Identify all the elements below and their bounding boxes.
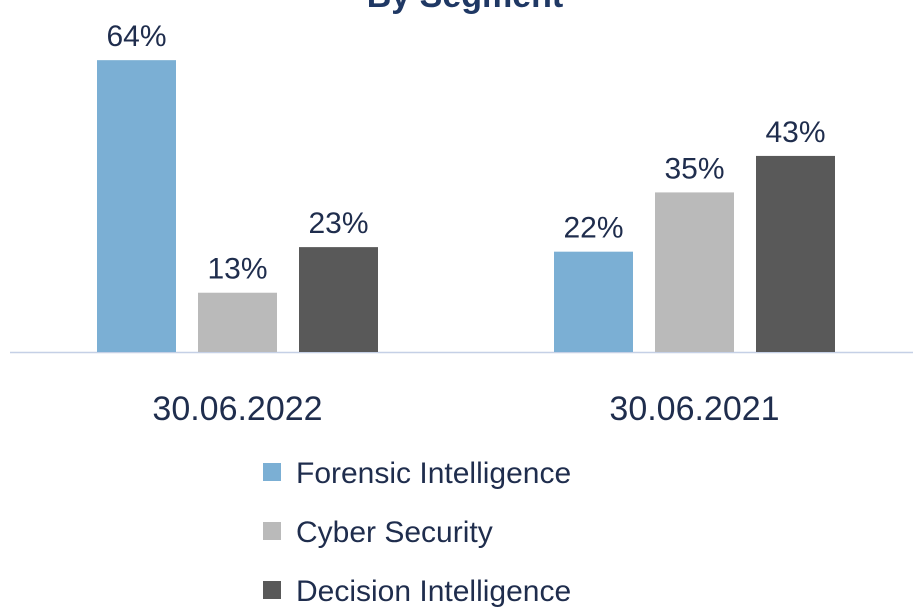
data-label: 13% xyxy=(207,253,267,286)
legend-label: Cyber Security xyxy=(296,516,493,549)
data-label: 23% xyxy=(308,207,368,240)
bar xyxy=(97,60,176,352)
data-label: 64% xyxy=(106,20,166,53)
legend-label: Forensic Intelligence xyxy=(296,457,571,490)
x-tick-label: 30.06.2022 xyxy=(152,390,322,428)
x-tick-label: 30.06.2021 xyxy=(609,390,779,428)
legend-swatch xyxy=(263,581,281,599)
bar xyxy=(198,292,277,352)
chart-title: By Segment xyxy=(367,0,564,15)
data-label: 43% xyxy=(765,116,825,149)
data-label: 22% xyxy=(563,212,623,245)
bar xyxy=(655,192,734,352)
bar xyxy=(299,247,378,352)
data-label: 35% xyxy=(664,152,724,185)
bar xyxy=(554,251,633,352)
legend-label: Decision Intelligence xyxy=(296,575,571,608)
bar xyxy=(756,155,835,352)
legend-swatch xyxy=(263,463,281,481)
legend-swatch xyxy=(263,522,281,540)
